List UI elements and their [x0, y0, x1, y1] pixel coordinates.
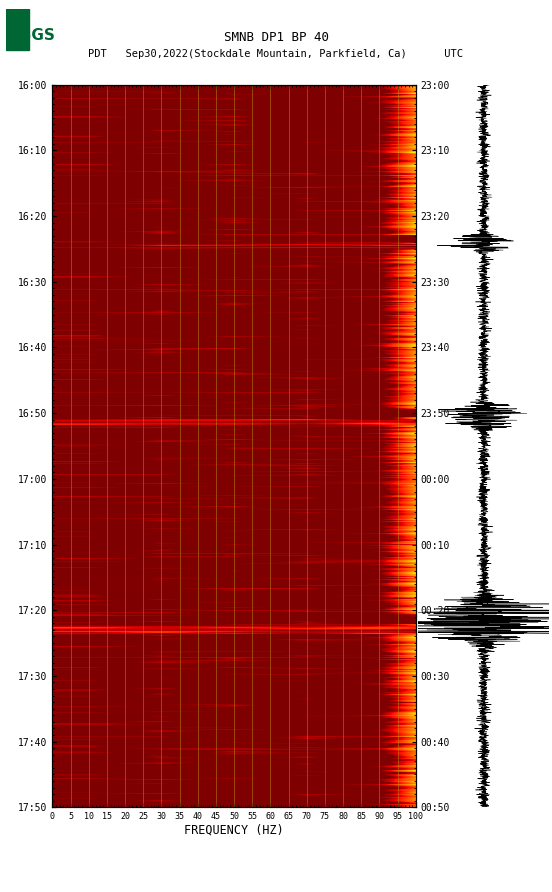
- Bar: [6, 9, 29, 49]
- Text: PDT   Sep30,2022(Stockdale Mountain, Parkfield, Ca)      UTC: PDT Sep30,2022(Stockdale Mountain, Parkf…: [88, 49, 464, 59]
- Text: USGS: USGS: [9, 28, 56, 43]
- Text: SMNB DP1 BP 40: SMNB DP1 BP 40: [224, 31, 328, 45]
- X-axis label: FREQUENCY (HZ): FREQUENCY (HZ): [184, 824, 284, 837]
